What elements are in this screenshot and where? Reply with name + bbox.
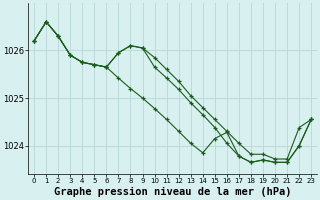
X-axis label: Graphe pression niveau de la mer (hPa): Graphe pression niveau de la mer (hPa)	[54, 187, 292, 197]
